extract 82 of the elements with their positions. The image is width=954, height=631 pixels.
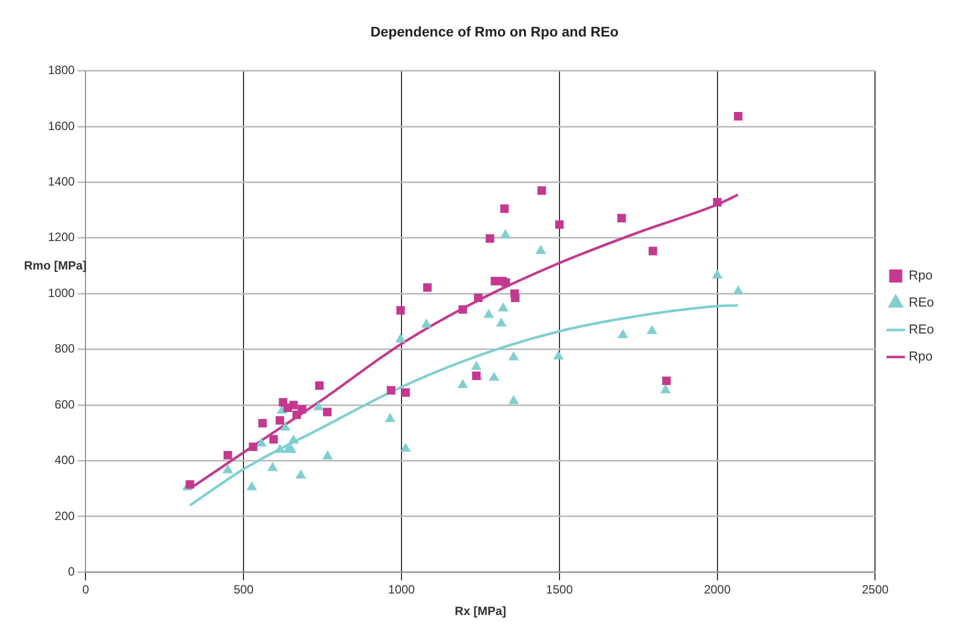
x-tick-label: 1000 — [388, 582, 416, 597]
point — [289, 400, 298, 410]
point — [224, 450, 232, 460]
point — [732, 285, 744, 294]
point — [734, 112, 742, 120]
point — [274, 444, 286, 453]
point — [423, 283, 432, 292]
y-tick-label: 800 — [54, 342, 76, 356]
point — [384, 412, 396, 422]
point — [395, 333, 406, 342]
point — [256, 438, 266, 447]
point — [648, 246, 658, 256]
point — [501, 278, 510, 287]
y-tick-label: 1600 — [48, 118, 76, 133]
legend-label: REo — [908, 322, 934, 337]
x-tick-label: 2500 — [862, 582, 889, 597]
point — [471, 360, 482, 370]
point — [555, 220, 564, 229]
point — [280, 422, 290, 431]
point — [500, 204, 509, 213]
point — [323, 408, 332, 416]
point — [288, 434, 299, 444]
point — [537, 186, 546, 195]
y-tick-label: 400 — [54, 453, 76, 468]
point — [386, 386, 396, 395]
line-series — [188, 304, 740, 507]
point — [396, 306, 405, 315]
point — [508, 351, 519, 360]
chart-title: Dependence of Rmo on Rpo and REo — [370, 23, 619, 40]
y-tick-label: 1800 — [48, 63, 76, 78]
point — [500, 229, 511, 238]
point — [269, 435, 278, 444]
point — [490, 276, 500, 286]
legend-label: REo — [908, 294, 934, 310]
point — [510, 294, 520, 302]
legend-label: Rpo — [908, 348, 933, 364]
point — [508, 395, 519, 404]
point — [296, 470, 306, 479]
legend-label: Rpo — [908, 268, 933, 283]
point — [248, 442, 258, 452]
point — [458, 379, 468, 388]
y-tick-label: 0 — [68, 564, 76, 579]
point — [267, 462, 278, 472]
point — [618, 329, 628, 338]
point — [298, 405, 306, 414]
point — [258, 418, 267, 428]
point — [276, 416, 284, 425]
y-tick-label: 600 — [54, 397, 76, 412]
point — [662, 376, 671, 386]
y-tick-label: 1200 — [48, 230, 76, 244]
point — [536, 245, 546, 254]
point — [458, 305, 468, 314]
point — [222, 464, 234, 474]
point — [496, 317, 506, 326]
point — [713, 198, 722, 207]
y-tick-label: 1400 — [48, 174, 76, 189]
point — [322, 450, 333, 460]
point — [313, 401, 324, 410]
y-tick-label: 1000 — [48, 286, 76, 300]
point — [483, 308, 494, 318]
point — [286, 444, 296, 453]
point — [186, 480, 194, 489]
point — [486, 234, 494, 243]
point — [400, 442, 411, 452]
x-axis-title: Rx [MPa] — [454, 604, 506, 618]
point — [474, 294, 482, 302]
point — [660, 384, 671, 394]
x-tick-label: 0 — [82, 582, 90, 597]
point — [712, 270, 723, 279]
x-tick-label: 1500 — [546, 582, 574, 597]
point — [646, 324, 658, 334]
point — [246, 481, 258, 490]
point — [315, 381, 324, 390]
y-tick-label: 200 — [54, 508, 76, 523]
x-tick-label: 2000 — [704, 582, 731, 597]
point — [488, 372, 500, 381]
point — [553, 350, 564, 360]
point — [498, 302, 508, 312]
x-tick-label: 500 — [234, 582, 254, 597]
point — [421, 318, 432, 328]
point — [617, 214, 626, 222]
point — [401, 388, 410, 397]
